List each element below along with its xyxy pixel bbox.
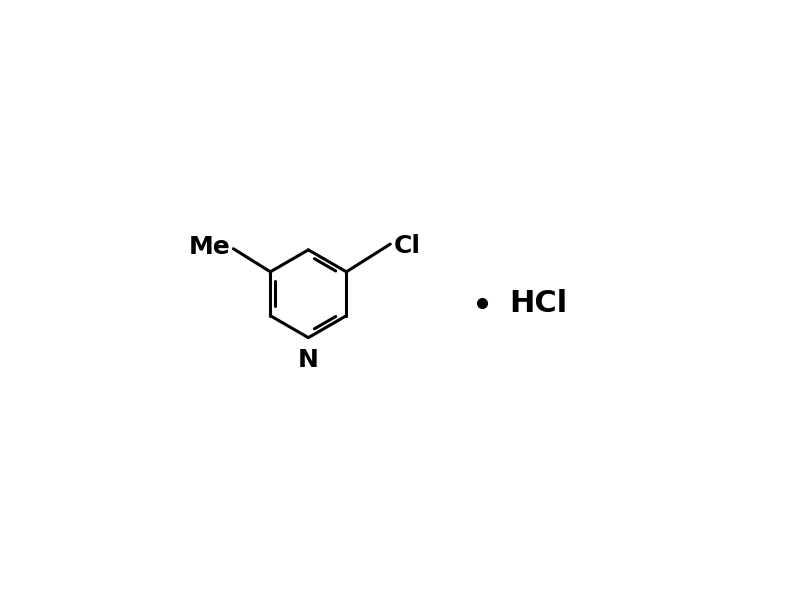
Text: N: N bbox=[298, 348, 318, 372]
Text: Me: Me bbox=[189, 235, 230, 259]
Text: HCl: HCl bbox=[510, 289, 567, 317]
Text: Cl: Cl bbox=[394, 235, 421, 259]
